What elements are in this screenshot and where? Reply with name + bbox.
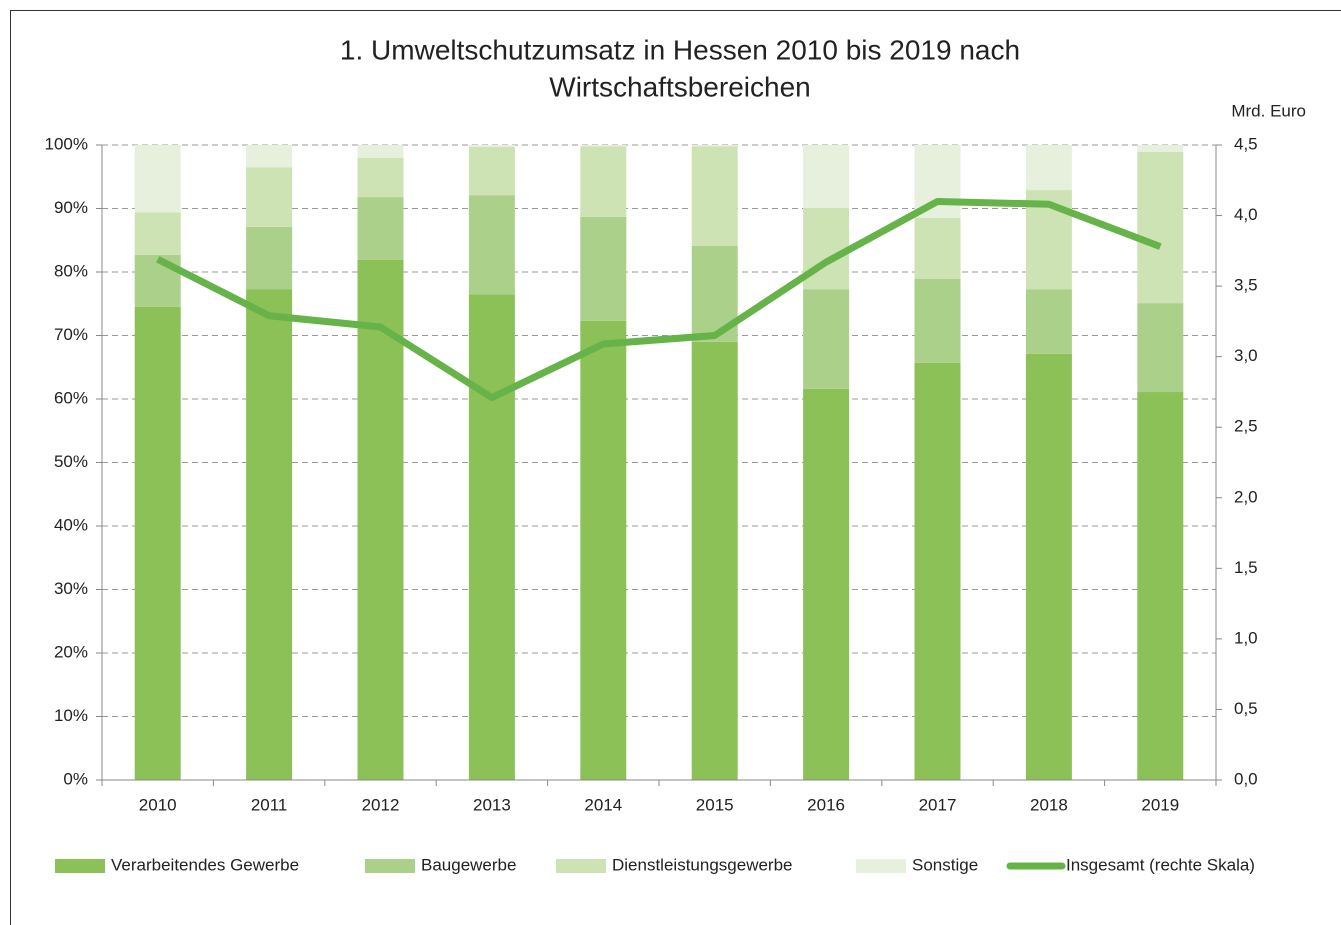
y-tick-label: 80% (54, 261, 88, 280)
y2-tick-label: 2,5 (1234, 417, 1258, 436)
legend-label: Insgesamt (rechte Skala) (1066, 855, 1255, 874)
bar (580, 320, 627, 780)
chart-title: 1. Umweltschutzumsatz in Hessen 2010 bis… (340, 34, 1020, 65)
legend-swatch (55, 859, 105, 873)
legend-label: Verarbeitendes Gewerbe (111, 855, 299, 874)
legend-swatch (856, 859, 906, 873)
y2-tick-label: 2,0 (1234, 487, 1258, 506)
x-tick-label: 2016 (807, 795, 845, 814)
bar (357, 145, 404, 158)
bar (134, 306, 181, 780)
y2-tick-label: 1,0 (1234, 628, 1258, 647)
y-tick-label: 100% (45, 134, 88, 153)
bar (357, 259, 404, 780)
legend-label: Dienstleistungsgewerbe (612, 855, 793, 874)
x-tick-label: 2011 (251, 795, 288, 814)
bar (246, 145, 293, 168)
y2-tick-label: 4,0 (1234, 205, 1258, 224)
bar (468, 294, 515, 780)
y2-tick-label: 4,5 (1234, 134, 1258, 153)
bar (914, 278, 961, 363)
bar (1025, 289, 1072, 354)
y-tick-label: 10% (54, 706, 88, 725)
y2-tick-label: 0,5 (1234, 699, 1258, 718)
bar (803, 388, 850, 780)
bar (691, 341, 738, 780)
bar (1137, 303, 1184, 393)
bar (914, 218, 961, 279)
x-tick-label: 2019 (1141, 795, 1179, 814)
y2-axis-label: Mrd. Euro (1231, 101, 1306, 120)
frame (10, 10, 1341, 925)
line (156, 197, 1162, 402)
bar (468, 145, 515, 147)
y-tick-label: 30% (54, 579, 88, 598)
x-tick-label: 2010 (139, 795, 177, 814)
bar (246, 226, 293, 290)
bar (580, 216, 627, 321)
bar (246, 167, 293, 227)
bar (357, 197, 404, 260)
legend-swatch (556, 859, 606, 873)
chart-title: Wirtschaftsbereichen (549, 71, 810, 102)
x-tick-label: 2012 (362, 795, 400, 814)
x-tick-label: 2013 (473, 795, 511, 814)
bar (1025, 353, 1072, 780)
bar (134, 145, 181, 213)
x-tick-label: 2018 (1030, 795, 1068, 814)
bar (246, 289, 293, 780)
bar (468, 146, 515, 196)
bar (691, 145, 738, 147)
y-tick-label: 70% (54, 325, 88, 344)
x-tick-label: 2015 (696, 795, 734, 814)
y-tick-label: 60% (54, 388, 88, 407)
legend-label: Sonstige (912, 855, 978, 874)
y2-tick-label: 3,5 (1234, 276, 1258, 295)
bar (914, 362, 961, 780)
bar (357, 157, 404, 198)
y-tick-label: 90% (54, 198, 88, 217)
y2-tick-label: 0,0 (1234, 769, 1258, 788)
bar (691, 146, 738, 246)
bar (1137, 145, 1184, 152)
bar (1137, 151, 1184, 304)
y-tick-label: 50% (54, 452, 88, 471)
bar (1025, 145, 1072, 191)
bar (803, 145, 850, 208)
bar (468, 195, 515, 295)
bar (134, 212, 181, 255)
bar (803, 207, 850, 290)
legend-label: Baugewerbe (421, 855, 516, 874)
x-tick-label: 2017 (919, 795, 957, 814)
bar (580, 146, 627, 217)
y-tick-label: 20% (54, 642, 88, 661)
y-tick-label: 40% (54, 515, 88, 534)
y-tick-label: 0% (63, 769, 88, 788)
x-tick-label: 2014 (584, 795, 622, 814)
y2-tick-label: 3,0 (1234, 346, 1258, 365)
bar (580, 145, 627, 147)
y2-tick-label: 1,5 (1234, 558, 1258, 577)
bar (1137, 392, 1184, 780)
bar (803, 289, 850, 389)
legend-swatch (365, 859, 415, 873)
